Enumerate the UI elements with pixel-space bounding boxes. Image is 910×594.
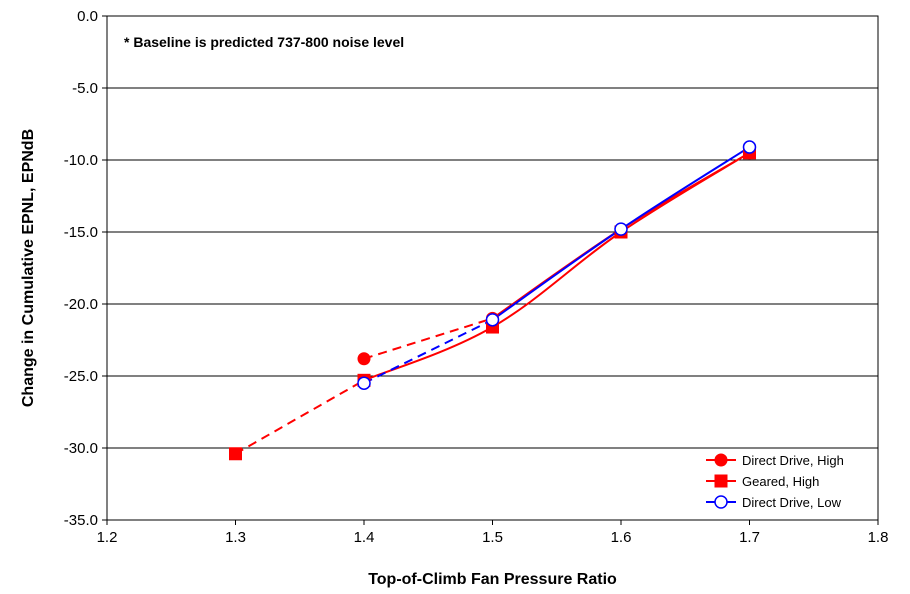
data-point [357,352,371,366]
x-tick-label: 1.2 [97,529,118,546]
data-point [357,376,371,390]
legend-item-direct-drive-low: Direct Drive, Low [706,495,842,510]
x-tick-label: 1.6 [611,529,632,546]
legend-marker [714,453,728,467]
series-markers-direct-drive-low [357,140,757,390]
x-axis-title: Top-of-Climb Fan Pressure Ratio [368,571,617,588]
series-markers-direct-drive-high [357,146,756,366]
y-tick-label: -5.0 [72,80,98,97]
series-line [363,151,751,382]
tick-labels: 0.0 -5.0 -10.0 -15.0 -20.0 -25.0 -30.0 -35.01.2… [64,8,889,546]
data-point [614,222,628,236]
y-tick-label: -35.0 [64,512,98,529]
y-tick-label: -30.0 [64,440,98,457]
plot-area-frame [106,15,879,521]
legend-label: Geared, High [742,474,819,489]
data-point [229,447,242,461]
chart-annotation: * Baseline is predicted 737-800 noise le… [124,34,404,50]
x-tick-label: 1.7 [739,529,760,546]
y-tick-label: -25.0 [64,368,98,385]
x-tick-label: 1.5 [482,529,503,546]
gridlines [107,15,878,521]
y-tick-label: 0.0 [77,8,98,25]
legend-item-geared-high: Geared, High [706,474,819,489]
legend-label: Direct Drive, High [742,453,844,468]
legend-marker [714,495,728,509]
x-tick-label: 1.3 [225,529,246,546]
legend-marker [714,474,728,488]
data-point [742,140,757,154]
legend-item-direct-drive-high: Direct Drive, High [706,453,844,468]
legend: Direct Drive, High Geared, High Direct Dri… [706,453,844,510]
series-line-dashed [363,318,493,385]
x-tick-label: 1.8 [868,529,889,546]
x-tick-label: 1.4 [354,529,375,546]
y-tick-label: -20.0 [64,296,98,313]
y-axis-title: Change in Cumulative EPNL, EPNdB [20,129,37,407]
y-tick-label: -10.0 [64,152,98,169]
series-line-dashed [363,317,493,360]
series-direct-drive-low [363,146,751,385]
y-tick-label: -15.0 [64,224,98,241]
legend-label: Direct Drive, Low [742,495,842,510]
series-geared-high [235,151,751,455]
axes [102,15,879,525]
data-point [485,313,500,327]
series-layer [229,140,757,461]
series-line-dashed [235,379,365,455]
